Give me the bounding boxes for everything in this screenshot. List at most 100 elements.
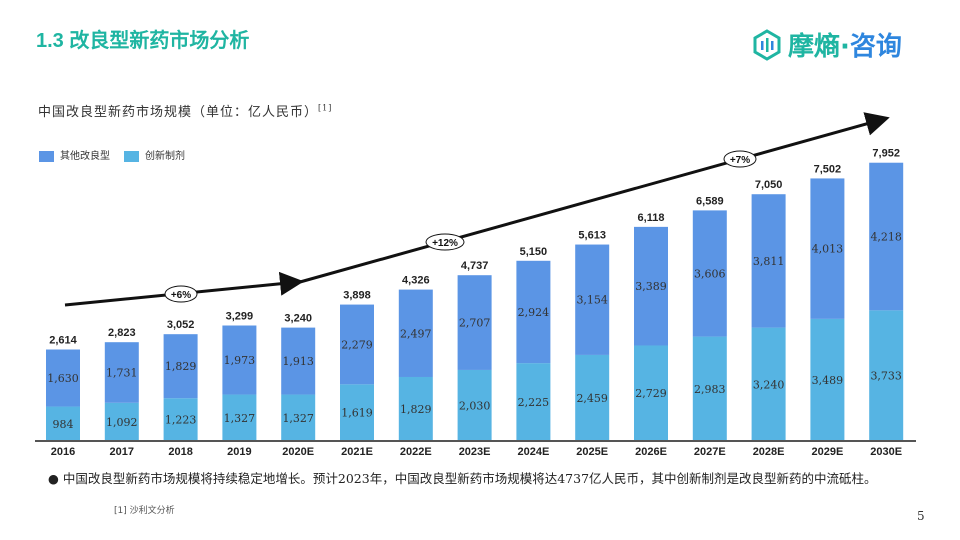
slide-title: 1.3 改良型新药市场分析 — [36, 30, 250, 52]
logo-icon — [753, 28, 781, 61]
x-tick-label: 2020E — [282, 446, 314, 458]
bar-segment — [222, 325, 257, 395]
x-tick-label: 2029E — [811, 446, 843, 458]
bar-segment — [457, 369, 492, 441]
bar-segment — [46, 406, 80, 441]
bar-segment — [634, 345, 668, 441]
bar-value-label: 2,497 — [400, 327, 432, 340]
bar-value-label: 1,913 — [282, 355, 314, 368]
bar-segment — [104, 402, 139, 441]
bar-segment — [516, 260, 551, 364]
bar-segment — [163, 398, 198, 441]
legend-swatch — [39, 151, 54, 162]
bar-value-label: 3,154 — [576, 294, 608, 307]
bar-value-label: 3,811 — [753, 255, 785, 268]
growth-rate-badge — [164, 285, 198, 303]
x-tick-label: 2023E — [459, 446, 491, 458]
bar-value-label: 984 — [53, 418, 74, 431]
bar-segment — [810, 318, 845, 441]
x-tick-label: 2026E — [635, 446, 667, 458]
bar-value-label: 2,279 — [341, 338, 373, 351]
logo: 摩熵· 咨询 — [752, 26, 902, 63]
x-tick-label: 2018 — [168, 446, 192, 458]
x-tick-label: 2017 — [110, 446, 134, 458]
bar-segment — [869, 162, 904, 311]
bar-segment — [869, 310, 904, 441]
bar-value-label: 2,030 — [459, 399, 491, 412]
bar-value-label: 1,619 — [341, 407, 373, 420]
bar-total-label: 6,589 — [696, 195, 724, 207]
bar-total-label: 4,326 — [402, 275, 430, 287]
x-tick-label: 2022E — [400, 446, 432, 458]
bar-value-label: 4,218 — [870, 231, 902, 244]
x-tick-label: 2024E — [517, 446, 549, 458]
bar-segment — [692, 336, 727, 441]
legend-label: 其他改良型 — [60, 151, 110, 162]
footnote: ● 中国改良型新药市场规模将持续稳定地增长。预计2023年，中国改良型新药市场规… — [48, 471, 877, 486]
bar-value-label: 1,829 — [165, 360, 197, 373]
legend-item-innovative: 创新制剂 — [124, 147, 185, 162]
source: [1] 沙利文分析 — [114, 506, 175, 516]
bar-value-label: 2,729 — [635, 387, 667, 400]
growth-rate-badge — [425, 233, 465, 251]
bar-segment — [751, 194, 786, 328]
growth-rate-label: +12% — [432, 238, 458, 249]
legend: 其他改良型 创新制剂 — [39, 147, 185, 162]
bar-total-label: 4,737 — [461, 260, 489, 272]
bar-segment — [398, 376, 433, 441]
growth-rate-badge — [723, 150, 757, 168]
bar-value-label: 3,389 — [635, 280, 667, 293]
bar-segment — [281, 327, 316, 395]
bar-segment — [634, 226, 668, 346]
x-tick-label: 2030E — [870, 446, 902, 458]
bar-total-label: 5,150 — [520, 246, 548, 258]
bar-segment — [340, 304, 374, 385]
x-tick-label: 2027E — [694, 446, 726, 458]
bar-total-label: 3,240 — [284, 313, 312, 325]
x-tick-label: 2016 — [51, 446, 75, 458]
bar-value-label: 2,225 — [518, 396, 550, 409]
bar-total-label: 3,052 — [167, 319, 195, 331]
bar-segment — [810, 178, 845, 319]
bar-value-label: 3,606 — [694, 267, 726, 280]
bar-value-label: 3,733 — [870, 370, 902, 383]
bar-value-label: 1,630 — [47, 372, 79, 385]
legend-item-other: 其他改良型 — [39, 147, 110, 162]
bar-value-label: 1,327 — [224, 412, 256, 425]
bar-segment — [457, 275, 492, 370]
bar-segment — [281, 394, 316, 441]
growth-rate-label: +6% — [171, 290, 191, 301]
bar-segment — [398, 289, 433, 377]
bar-value-label: 2,707 — [459, 317, 491, 330]
bar-total-label: 6,118 — [638, 212, 665, 224]
x-tick-label: 2028E — [753, 446, 785, 458]
bar-segment — [575, 354, 610, 441]
x-tick-label: 2021E — [341, 446, 373, 458]
bar-segment — [516, 363, 551, 441]
bar-value-label: 3,240 — [753, 378, 785, 391]
bar-segment — [46, 349, 80, 407]
bar-total-label: 5,613 — [578, 230, 606, 242]
bar-segment — [575, 244, 610, 355]
bar-value-label: 1,327 — [282, 412, 314, 425]
bar-value-label: 1,973 — [224, 354, 256, 367]
bar-segment — [340, 384, 374, 441]
bar-value-label: 2,983 — [694, 383, 726, 396]
bar-value-label: 4,013 — [812, 243, 844, 256]
page-number: 5 — [917, 509, 925, 523]
bar-value-label: 1,731 — [106, 366, 138, 379]
chart-title: 中国改良型新药市场规模（单位：亿人民币）[1] — [38, 101, 332, 120]
bar-total-label: 2,614 — [49, 335, 77, 347]
footnote-text: 中国改良型新药市场规模将持续稳定地增长。预计2023年，中国改良型新药市场规模将… — [62, 471, 877, 486]
logo-text-a: 摩熵· — [788, 32, 850, 62]
bar-value-label: 3,489 — [812, 374, 844, 387]
chart-title-text: 中国改良型新药市场规模（单位：亿人民币） — [38, 105, 319, 120]
bar-total-label: 7,502 — [814, 163, 842, 175]
bar-total-label: 3,898 — [343, 290, 371, 302]
bar-total-label: 2,823 — [108, 327, 136, 339]
bar-segment — [163, 334, 198, 399]
bar-value-label: 1,223 — [165, 414, 197, 427]
growth-rate-label: +7% — [730, 155, 750, 166]
